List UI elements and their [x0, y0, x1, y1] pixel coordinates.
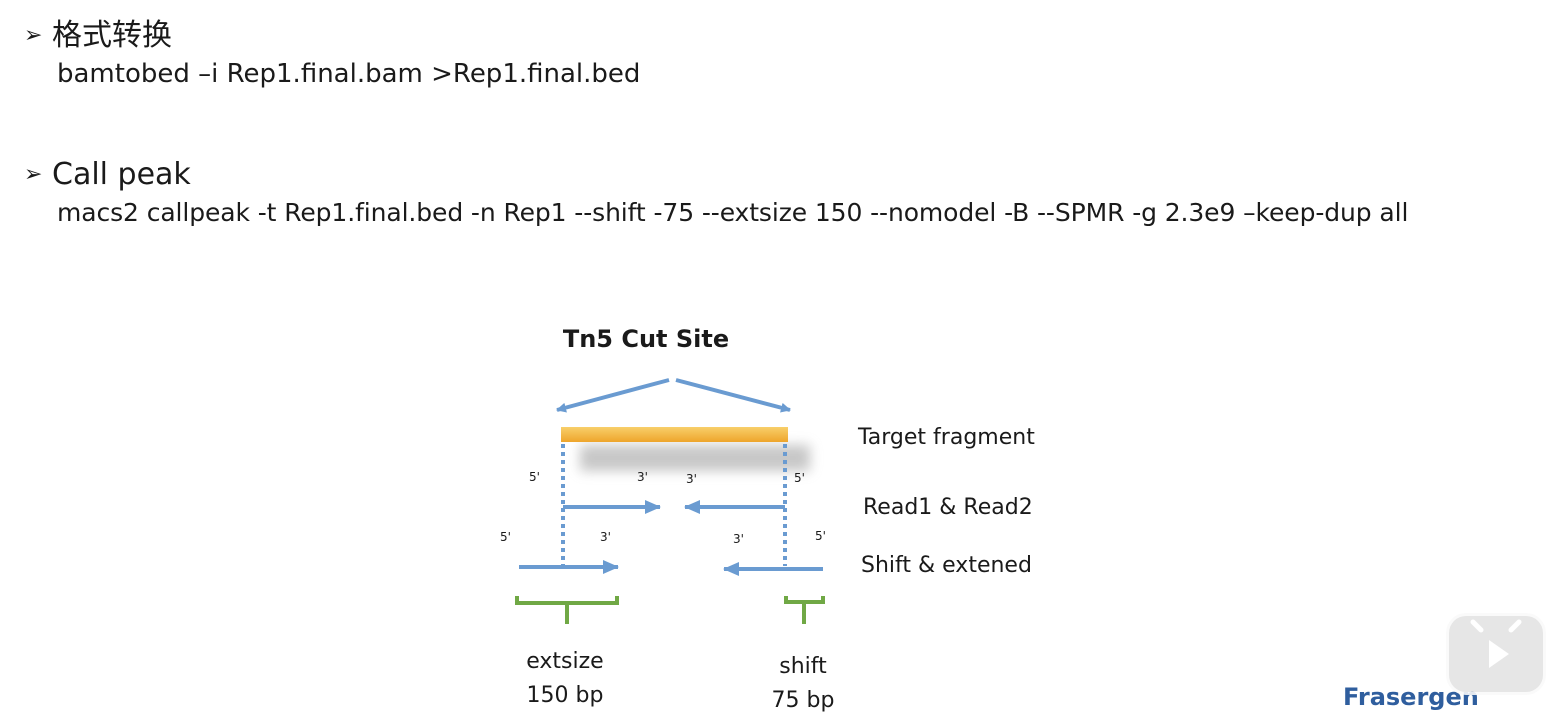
- extsize-bracket: [515, 596, 619, 624]
- diagram-title: Tn5 Cut Site: [563, 325, 729, 353]
- read2-3prime-label: 3': [686, 472, 697, 486]
- fragment-shadow: [580, 445, 810, 471]
- read1-5prime-label: 5': [529, 470, 540, 484]
- shift-value: 75 bp: [772, 688, 835, 713]
- format-conversion-section: ➢ 格式转换 bamtobed –i Rep1.final.bam >Rep1.…: [24, 16, 640, 92]
- read2-5prime-label: 5': [794, 471, 805, 485]
- shifted-left-5prime-label: 5': [500, 530, 511, 544]
- target-fragment-label: Target fragment: [857, 425, 1035, 450]
- play-icon: [1470, 619, 1522, 668]
- shift-label: shift: [779, 654, 827, 679]
- target-fragment-bar: [561, 427, 788, 442]
- extsize-label: extsize: [526, 649, 603, 674]
- bamtobed-command: bamtobed –i Rep1.final.bam >Rep1.final.b…: [57, 59, 641, 89]
- extsize-value: 150 bp: [527, 683, 604, 708]
- section-title: 格式转换: [52, 18, 172, 53]
- shifted-right-3prime-label: 3': [733, 532, 744, 546]
- arrow-bullet-icon: ➢: [24, 23, 43, 48]
- shifted-right-5prime-label: 5': [815, 529, 826, 543]
- cut-site-right-arrow: [675, 378, 791, 413]
- video-play-badge: [1446, 613, 1546, 695]
- macs2-command: macs2 callpeak -t Rep1.final.bed -n Rep1…: [57, 198, 1409, 227]
- reads-label: Read1 & Read2: [863, 495, 1033, 520]
- section-title: Call peak: [52, 157, 191, 192]
- cut-site-left-arrow: [556, 378, 670, 413]
- shifted-left-3prime-label: 3': [600, 530, 611, 544]
- shift-extend-label: Shift & extened: [861, 553, 1032, 578]
- shift-bracket: [784, 596, 825, 624]
- read1-3prime-label: 3': [637, 470, 648, 484]
- arrow-bullet-icon: ➢: [24, 162, 43, 187]
- call-peak-section: ➢ Call peak macs2 callpeak -t Rep1.final…: [24, 155, 1408, 231]
